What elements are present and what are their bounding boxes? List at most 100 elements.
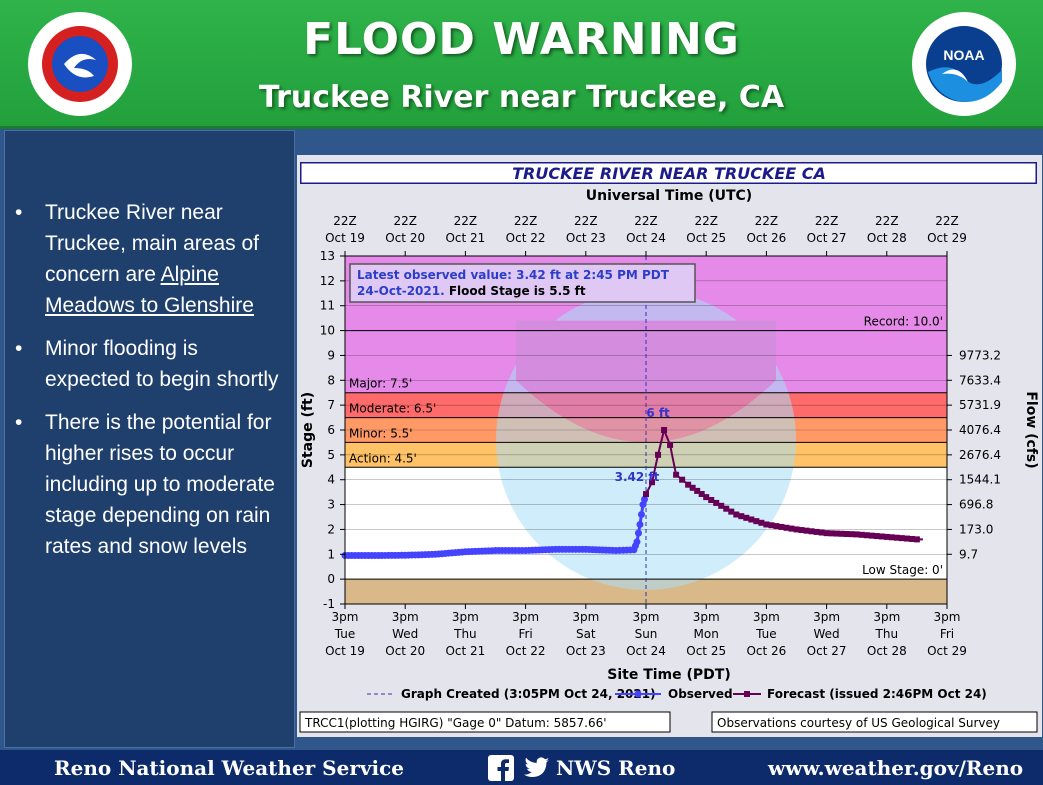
forecast-point (873, 533, 880, 540)
y-tick-label: 5 (327, 448, 335, 462)
y-tick-label: 4 (327, 473, 335, 487)
footer-website[interactable]: www.weather.gov/Reno (768, 756, 1024, 780)
threshold-label: Low Stage: 0' (862, 563, 943, 577)
pdt-tick-label: Sun (635, 627, 658, 641)
y-tick-label: 11 (320, 299, 335, 313)
utc-tick-label: 22Z (333, 214, 357, 228)
forecast-point (823, 530, 830, 537)
info-line2: 24-Oct-2021. Flood Stage is 5.5 ft (357, 284, 586, 298)
forecast-point (738, 513, 745, 520)
observed-point (634, 529, 642, 537)
chart-footer-right-box (711, 711, 1038, 733)
pdt-tick-label: Thu (453, 627, 477, 641)
y2-axis-label: Flow (cfs) (1023, 391, 1039, 468)
y-tick-label: 9 (327, 348, 335, 362)
chart-title: TRUCKEE RIVER NEAR TRUCKEE CA (512, 164, 826, 183)
chart-footer-right: Observations courtesy of US Geological S… (717, 716, 1000, 730)
forecast-point (838, 530, 845, 537)
area-of-concern-link[interactable]: Alpine Meadows to Glenshire (45, 263, 254, 317)
bullet-panel: Truckee River near Truckee, main areas o… (4, 130, 295, 748)
forecast-point (643, 491, 649, 498)
x-axis-label: Site Time (PDT) (607, 667, 730, 683)
forecast-point (655, 451, 662, 458)
info-flood-stage: Flood Stage is 5.5 ft (449, 284, 586, 298)
forecast-point (694, 487, 701, 494)
chart-title-bg (300, 162, 1037, 184)
forecast-point (808, 528, 815, 535)
pdt-tick-label: 3pm (452, 610, 479, 624)
utc-tick-label: Oct 22 (506, 231, 546, 245)
threshold-label: Minor: 5.5' (349, 426, 413, 440)
pdt-tick-label: Tue (755, 627, 777, 641)
forecast-point (673, 471, 680, 478)
utc-tick-label: 22Z (755, 214, 779, 228)
forecast-point (723, 505, 730, 512)
utc-tick-label: Oct 27 (807, 231, 847, 245)
twitter-icon[interactable] (524, 756, 550, 780)
utc-tick-label: Oct 23 (566, 231, 606, 245)
forecast-point (828, 530, 835, 537)
y-tick-label: 0 (327, 572, 335, 586)
pdt-tick-label: 3pm (633, 610, 660, 624)
forecast-point (863, 532, 870, 539)
observed-point (636, 520, 644, 528)
forecast-point (649, 479, 656, 486)
forecast-point (793, 526, 800, 533)
list-item: Minor flooding is expected to begin shor… (5, 333, 282, 395)
header-banner: FLOOD WARNING Truckee River near Truckee… (0, 0, 1043, 129)
forecast-point (888, 534, 895, 541)
legend-created-label: Graph Created (3:05PM Oct 24, 2021) (401, 687, 656, 701)
info-date: 24-Oct-2021. (357, 284, 449, 298)
utc-tick-label: 22Z (514, 214, 538, 228)
pdt-tick-label: Tue (334, 627, 356, 641)
utc-tick-label: 22Z (875, 214, 899, 228)
forecast-point (763, 521, 770, 528)
flow-tick-label: 2676.4 (959, 448, 1001, 462)
legend-forecast-marker (744, 691, 750, 697)
pdt-tick-label: Fri (518, 627, 532, 641)
observed-point (637, 511, 645, 519)
forecast-point (758, 519, 765, 526)
page-title: FLOOD WARNING (303, 14, 740, 65)
forecast-point (878, 533, 885, 540)
pdt-tick-label: Oct 28 (867, 644, 907, 658)
utc-tick-label: 22Z (815, 214, 839, 228)
forecast-point (858, 531, 865, 538)
forecast-point (667, 441, 674, 448)
pdt-tick-label: 3pm (693, 610, 720, 624)
hydrograph-chart: -1 0 1 2 3 4 5 6 7 8 9 10 11 12 13 173.0 9.7 696.8 1544.1 2… (297, 155, 1042, 737)
observed-point (640, 495, 648, 503)
forecast-point (778, 523, 785, 530)
facebook-icon[interactable] (488, 755, 514, 781)
pdt-tick-label: Wed (814, 627, 840, 641)
pdt-tick-label: 3pm (753, 610, 780, 624)
forecast-point (893, 534, 900, 541)
list-item: There is the potential for higher rises … (5, 407, 282, 562)
pdt-tick-label: Oct 29 (927, 644, 967, 658)
utc-tick-label: 22Z (393, 214, 417, 228)
forecast-point (733, 511, 740, 518)
pdt-tick-label: Oct 27 (807, 644, 847, 658)
chart-footer-left-box (299, 711, 671, 733)
y-tick-label: 13 (320, 249, 335, 263)
footer-social[interactable]: NWS Reno (556, 756, 676, 780)
flow-tick-label: 7633.4 (959, 373, 1001, 387)
y-tick-label: -1 (323, 597, 335, 611)
y-tick-label: 3 (327, 498, 335, 512)
legend-observed-label: Observed (668, 687, 733, 701)
utc-tick-label: 22Z (634, 214, 658, 228)
forecast-point (783, 524, 790, 531)
forecast-point (698, 491, 705, 498)
noaa-logo-icon: NOAA (914, 14, 1014, 114)
info-line1: Latest observed value: 3.42 ft at 2:45 P… (357, 268, 670, 282)
forecast-point (661, 427, 668, 433)
forecast-point (853, 531, 860, 538)
forecast-point (713, 499, 720, 506)
forecast-point (773, 523, 780, 530)
pdt-tick-label: 3pm (813, 610, 840, 624)
utc-tick-label: Oct 24 (626, 231, 666, 245)
forecast-point (768, 522, 775, 529)
utc-tick-label: 22Z (935, 214, 959, 228)
forecast-point (798, 527, 805, 534)
forecast-point (748, 516, 755, 523)
